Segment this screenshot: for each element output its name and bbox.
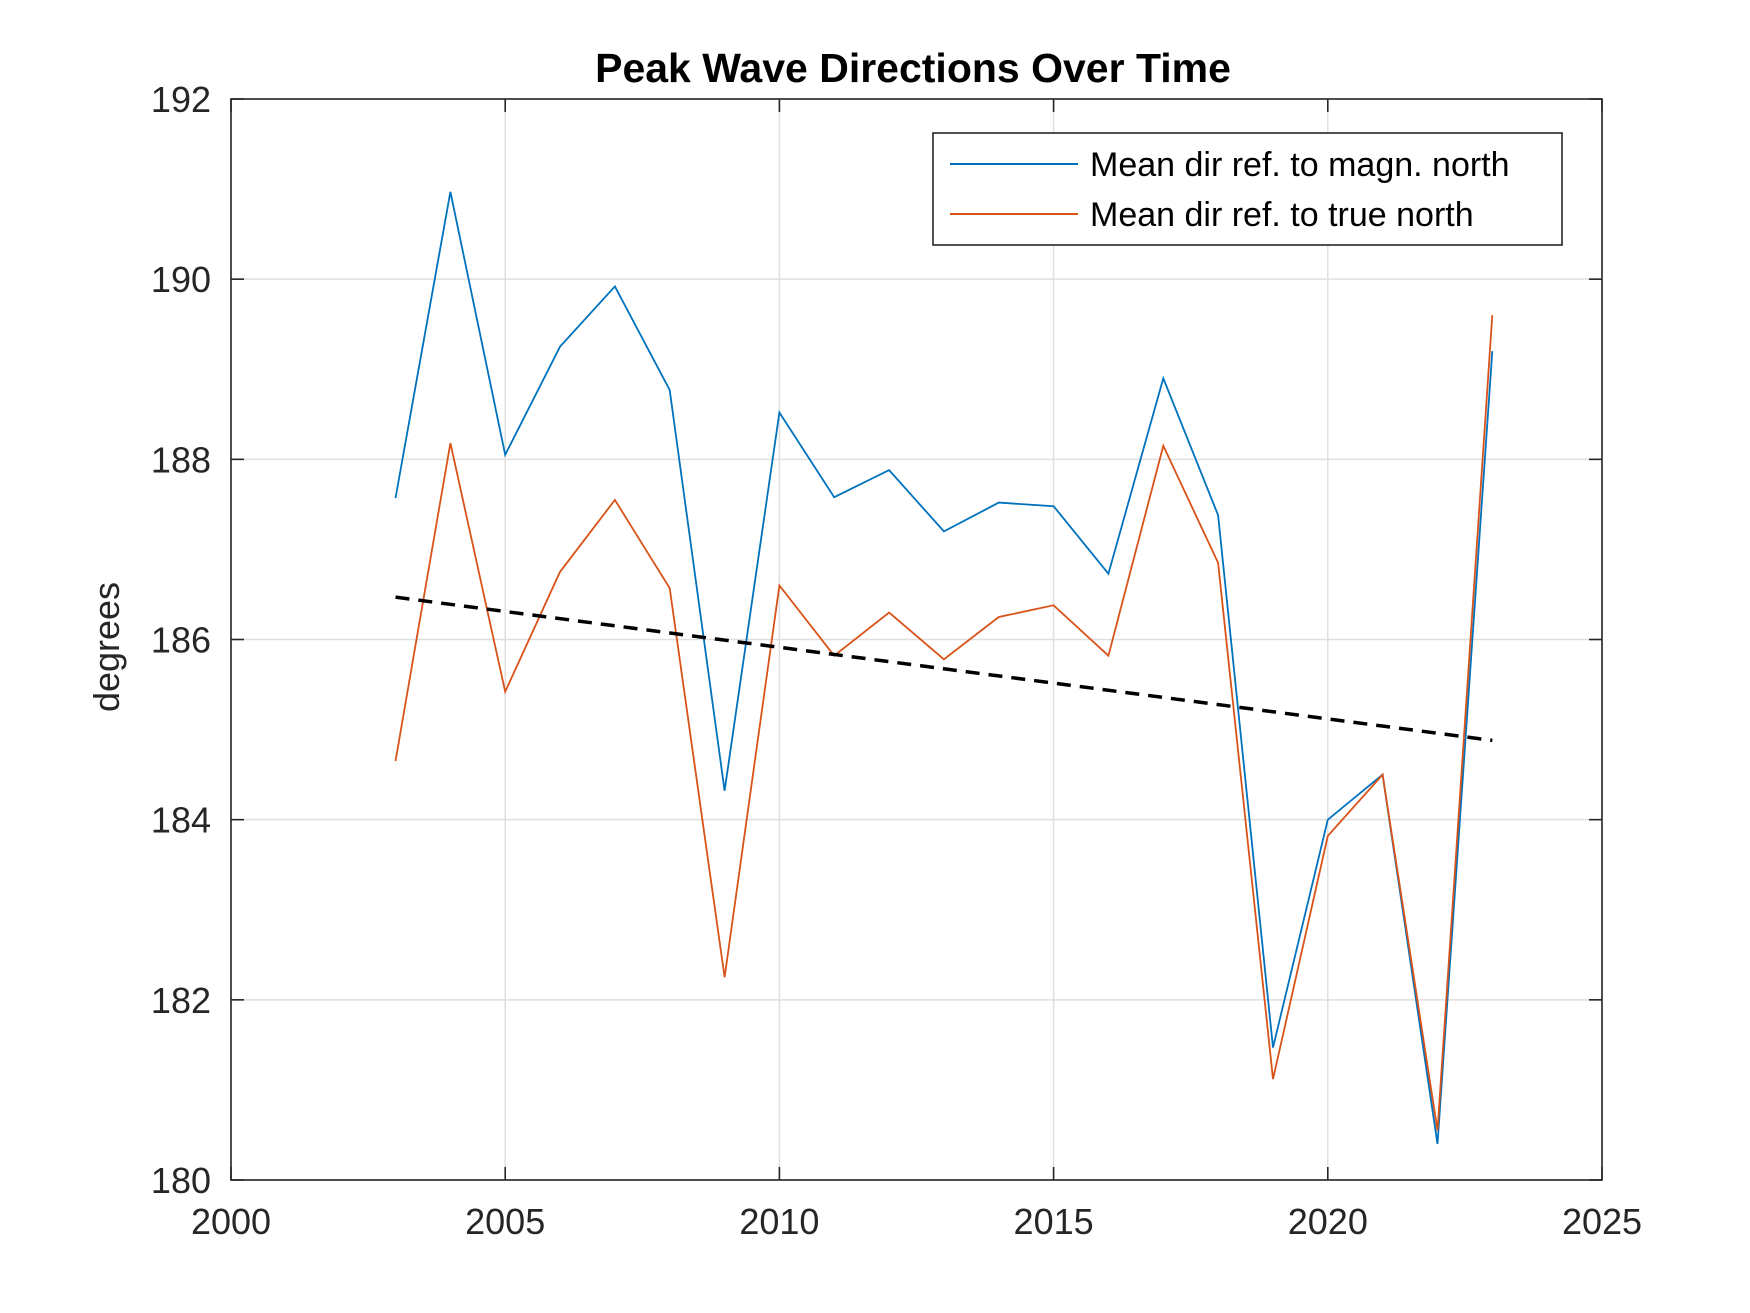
x-tick-labels: 2000 2005 2010 2015 2020 2025 [191, 1201, 1642, 1242]
series-lines [394, 191, 1494, 1145]
axis-ticks [230, 98, 1603, 1181]
y-tick-label: 184 [151, 800, 211, 841]
y-tick-labels: 180 182 184 186 188 190 192 [151, 79, 211, 1201]
x-tick-label: 2020 [1288, 1201, 1368, 1242]
legend: Mean dir ref. to magn. north Mean dir re… [932, 132, 1563, 246]
legend-label-magnetic-north: Mean dir ref. to magn. north [1090, 146, 1510, 184]
legend-box [932, 132, 1563, 246]
grid-lines [230, 98, 1603, 1181]
legend-label-true-north: Mean dir ref. to true north [1090, 196, 1474, 234]
x-tick-label: 2015 [1014, 1201, 1094, 1242]
trend-line [395, 595, 1493, 743]
y-tick-label: 180 [151, 1160, 211, 1201]
x-tick-label: 2000 [191, 1201, 271, 1242]
x-tick-label: 2010 [739, 1201, 819, 1242]
y-axis-label: degrees [86, 582, 127, 712]
x-tick-label: 2005 [465, 1201, 545, 1242]
series-line-magnetic-north [394, 191, 1494, 1145]
trend-line-group [395, 595, 1493, 743]
y-tick-label: 190 [151, 259, 211, 300]
y-tick-label: 186 [151, 620, 211, 661]
x-tick-label: 2025 [1562, 1201, 1642, 1242]
series-line-true-north [394, 315, 1494, 1131]
chart-title: Peak Wave Directions Over Time [595, 45, 1231, 91]
y-tick-label: 192 [151, 79, 211, 120]
y-tick-label: 188 [151, 439, 211, 480]
y-tick-label: 182 [151, 980, 211, 1021]
